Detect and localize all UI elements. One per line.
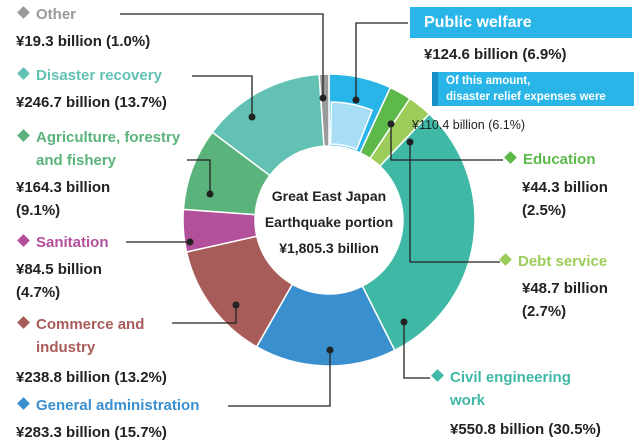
value-label: ¥283.3 billion (15.7%) <box>16 424 167 441</box>
category-label: General administration <box>16 394 199 417</box>
category-label: Sanitation <box>16 231 109 254</box>
slice <box>361 112 476 352</box>
category-label: Other <box>16 3 76 26</box>
value-label: ¥124.6 billion (6.9%) <box>424 46 567 63</box>
leader-lines <box>120 13 503 407</box>
annotation-value: ¥110.4 billion (6.1%) <box>412 118 526 132</box>
value-label: ¥19.3 billion (1.0%) <box>16 33 151 50</box>
category-label: Education <box>503 148 596 171</box>
category-label: Debt service <box>498 250 607 273</box>
annotation: Of this amount, disaster relief expenses… <box>432 72 634 106</box>
category-label: Commerce and industry <box>16 313 144 359</box>
legend-label: Public welfare <box>410 7 632 38</box>
donut-hole <box>259 150 399 290</box>
value-label: ¥246.7 billion (13.7%) <box>16 94 167 111</box>
value-label: ¥44.3 billion (2.5%) <box>522 179 608 219</box>
value-label: ¥164.3 billion (9.1%) <box>16 179 111 219</box>
value-label: ¥48.7 billion (2.7%) <box>522 280 608 320</box>
center-label: Great East Japan Earthquake portion ¥1,8… <box>264 188 394 256</box>
value-label: ¥550.8 billion (30.5%) <box>450 421 601 438</box>
category-label: Agriculture, forestry and fishery <box>16 126 180 172</box>
subset-slice <box>329 101 374 151</box>
category-label: Civil engineering work <box>430 366 571 412</box>
value-label: ¥238.8 billion (13.2%) <box>16 369 167 386</box>
value-label: ¥84.5 billion (4.7%) <box>16 261 102 301</box>
category-label: Disaster recovery <box>16 64 162 87</box>
